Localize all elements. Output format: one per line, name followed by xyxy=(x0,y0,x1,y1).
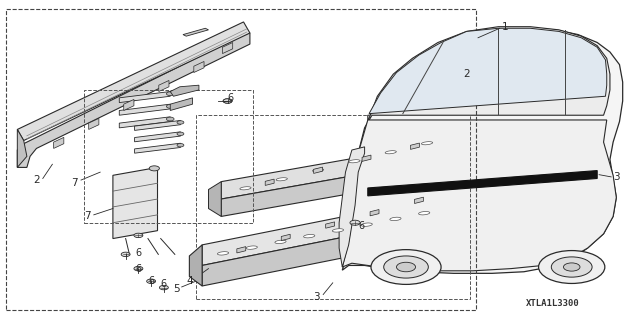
Ellipse shape xyxy=(303,234,315,238)
Text: 6: 6 xyxy=(135,248,141,258)
Ellipse shape xyxy=(312,169,324,172)
Text: 2: 2 xyxy=(463,69,470,79)
Ellipse shape xyxy=(385,151,396,154)
Ellipse shape xyxy=(361,223,372,226)
Circle shape xyxy=(121,252,130,256)
Polygon shape xyxy=(17,130,27,167)
Polygon shape xyxy=(410,143,419,149)
Bar xyxy=(84,90,253,223)
Circle shape xyxy=(551,257,592,277)
Circle shape xyxy=(223,99,232,103)
Circle shape xyxy=(563,263,580,271)
Polygon shape xyxy=(170,85,199,96)
Circle shape xyxy=(134,266,143,271)
Ellipse shape xyxy=(240,187,251,190)
Bar xyxy=(196,115,470,299)
Polygon shape xyxy=(113,167,157,239)
Circle shape xyxy=(147,279,156,284)
Polygon shape xyxy=(342,28,623,273)
Polygon shape xyxy=(202,193,463,265)
Polygon shape xyxy=(119,104,170,115)
Polygon shape xyxy=(202,213,463,286)
Polygon shape xyxy=(326,222,335,228)
Polygon shape xyxy=(124,100,134,110)
Text: 6: 6 xyxy=(358,221,365,231)
Circle shape xyxy=(384,256,428,278)
Polygon shape xyxy=(237,247,246,253)
Polygon shape xyxy=(221,156,463,216)
Polygon shape xyxy=(314,167,323,174)
Polygon shape xyxy=(221,139,463,199)
Circle shape xyxy=(223,99,232,103)
Polygon shape xyxy=(159,80,169,92)
Text: 1: 1 xyxy=(502,22,508,32)
Text: 3: 3 xyxy=(314,292,320,302)
Ellipse shape xyxy=(276,178,287,181)
Circle shape xyxy=(166,92,174,96)
Polygon shape xyxy=(134,121,180,130)
Ellipse shape xyxy=(419,211,430,215)
Polygon shape xyxy=(189,245,202,286)
Text: 6: 6 xyxy=(148,276,154,286)
Polygon shape xyxy=(281,234,290,241)
Circle shape xyxy=(396,262,415,272)
Polygon shape xyxy=(362,155,371,161)
Ellipse shape xyxy=(422,142,433,145)
Circle shape xyxy=(350,220,360,225)
Circle shape xyxy=(134,233,143,238)
Polygon shape xyxy=(194,62,204,72)
Polygon shape xyxy=(415,197,424,204)
Polygon shape xyxy=(54,137,64,148)
Ellipse shape xyxy=(349,160,360,163)
Polygon shape xyxy=(368,171,597,196)
Ellipse shape xyxy=(332,229,344,232)
Text: 6: 6 xyxy=(135,263,141,274)
Circle shape xyxy=(166,105,174,108)
Circle shape xyxy=(371,250,441,285)
Text: 7: 7 xyxy=(84,211,91,221)
Polygon shape xyxy=(342,120,616,271)
Polygon shape xyxy=(119,92,170,103)
Polygon shape xyxy=(339,147,365,267)
Ellipse shape xyxy=(275,240,286,244)
Polygon shape xyxy=(89,118,99,130)
Text: 7: 7 xyxy=(71,178,78,188)
Polygon shape xyxy=(17,22,250,141)
Circle shape xyxy=(149,166,159,171)
Text: 2: 2 xyxy=(33,175,40,185)
Text: XTLA1L3300: XTLA1L3300 xyxy=(525,299,579,308)
Circle shape xyxy=(177,144,184,147)
Polygon shape xyxy=(170,98,193,110)
Polygon shape xyxy=(17,33,250,167)
Circle shape xyxy=(166,117,174,121)
Polygon shape xyxy=(134,143,180,153)
Polygon shape xyxy=(119,117,170,128)
Polygon shape xyxy=(370,210,379,216)
Polygon shape xyxy=(209,182,221,216)
Circle shape xyxy=(539,250,605,284)
Text: 4: 4 xyxy=(186,276,193,286)
Text: 6: 6 xyxy=(161,279,167,289)
Ellipse shape xyxy=(218,252,228,255)
Bar xyxy=(6,9,476,310)
Polygon shape xyxy=(223,42,233,54)
Circle shape xyxy=(177,121,184,124)
Ellipse shape xyxy=(246,246,257,249)
Polygon shape xyxy=(368,27,610,122)
Ellipse shape xyxy=(390,217,401,221)
Polygon shape xyxy=(134,132,180,142)
Circle shape xyxy=(159,286,168,290)
Polygon shape xyxy=(265,179,274,185)
Circle shape xyxy=(177,132,184,136)
Text: 5: 5 xyxy=(173,284,180,294)
Polygon shape xyxy=(369,28,607,114)
Text: 3: 3 xyxy=(613,172,620,182)
Text: 6: 6 xyxy=(228,93,234,103)
Polygon shape xyxy=(183,28,209,36)
